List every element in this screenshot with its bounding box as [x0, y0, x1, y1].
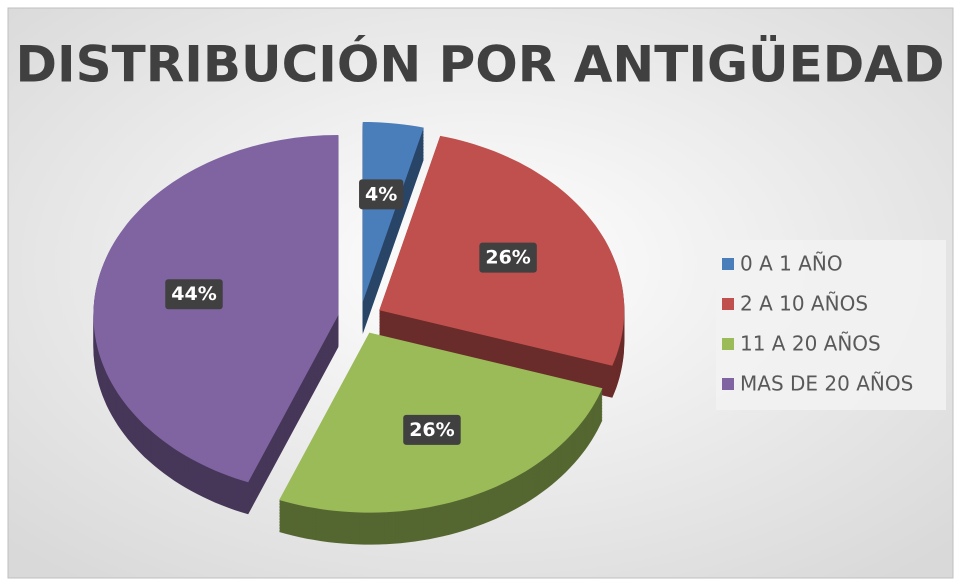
legend-swatch	[722, 338, 734, 350]
slice	[362, 122, 424, 302]
data-label: 4%	[365, 183, 397, 205]
data-label-box	[403, 414, 461, 445]
data-label-box	[359, 179, 404, 210]
data-label-box	[479, 242, 537, 273]
data-label: 26%	[485, 247, 530, 269]
data-label: 44%	[171, 283, 216, 305]
data-label: 26%	[409, 419, 454, 441]
data-label-box	[165, 279, 223, 310]
legend-label: 2 A 10 AÑOS	[740, 292, 868, 316]
legend-label: MAS DE 20 AÑOS	[740, 372, 913, 396]
chart-title: DISTRIBUCIÓN POR ANTIGÜEDAD	[16, 35, 945, 94]
legend-box	[716, 240, 946, 410]
legend-swatch	[722, 298, 734, 310]
legend-swatch	[722, 258, 734, 270]
legend-label: 0 A 1 AÑO	[740, 252, 843, 276]
legend-label: 11 A 20 AÑOS	[740, 332, 881, 356]
legend-swatch	[722, 378, 734, 390]
